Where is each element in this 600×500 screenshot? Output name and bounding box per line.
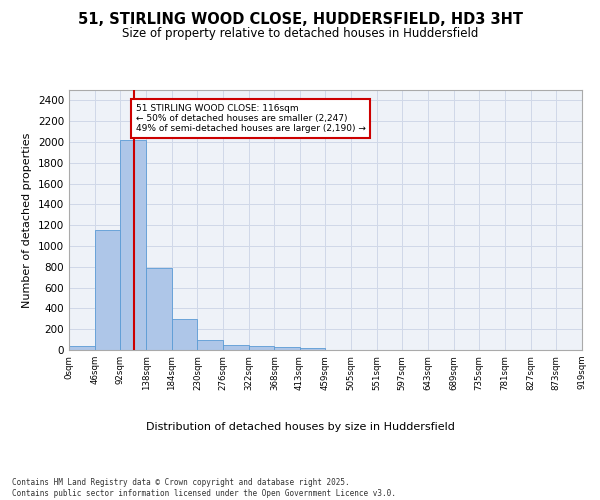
Bar [197, 340, 223, 350]
Text: Distribution of detached houses by size in Huddersfield: Distribution of detached houses by size … [146, 422, 454, 432]
Bar [299, 348, 325, 350]
Bar [69, 346, 95, 350]
Bar [223, 346, 249, 350]
Bar [121, 140, 146, 350]
Text: Contains HM Land Registry data © Crown copyright and database right 2025.
Contai: Contains HM Land Registry data © Crown c… [12, 478, 396, 498]
Bar [95, 230, 121, 350]
Bar [249, 346, 274, 350]
Bar [274, 348, 300, 350]
Bar [146, 268, 172, 350]
Text: 51, STIRLING WOOD CLOSE, HUDDERSFIELD, HD3 3HT: 51, STIRLING WOOD CLOSE, HUDDERSFIELD, H… [77, 12, 523, 28]
Text: Size of property relative to detached houses in Huddersfield: Size of property relative to detached ho… [122, 28, 478, 40]
Bar [172, 319, 197, 350]
Y-axis label: Number of detached properties: Number of detached properties [22, 132, 32, 308]
Text: 51 STIRLING WOOD CLOSE: 116sqm
← 50% of detached houses are smaller (2,247)
49% : 51 STIRLING WOOD CLOSE: 116sqm ← 50% of … [136, 104, 366, 134]
